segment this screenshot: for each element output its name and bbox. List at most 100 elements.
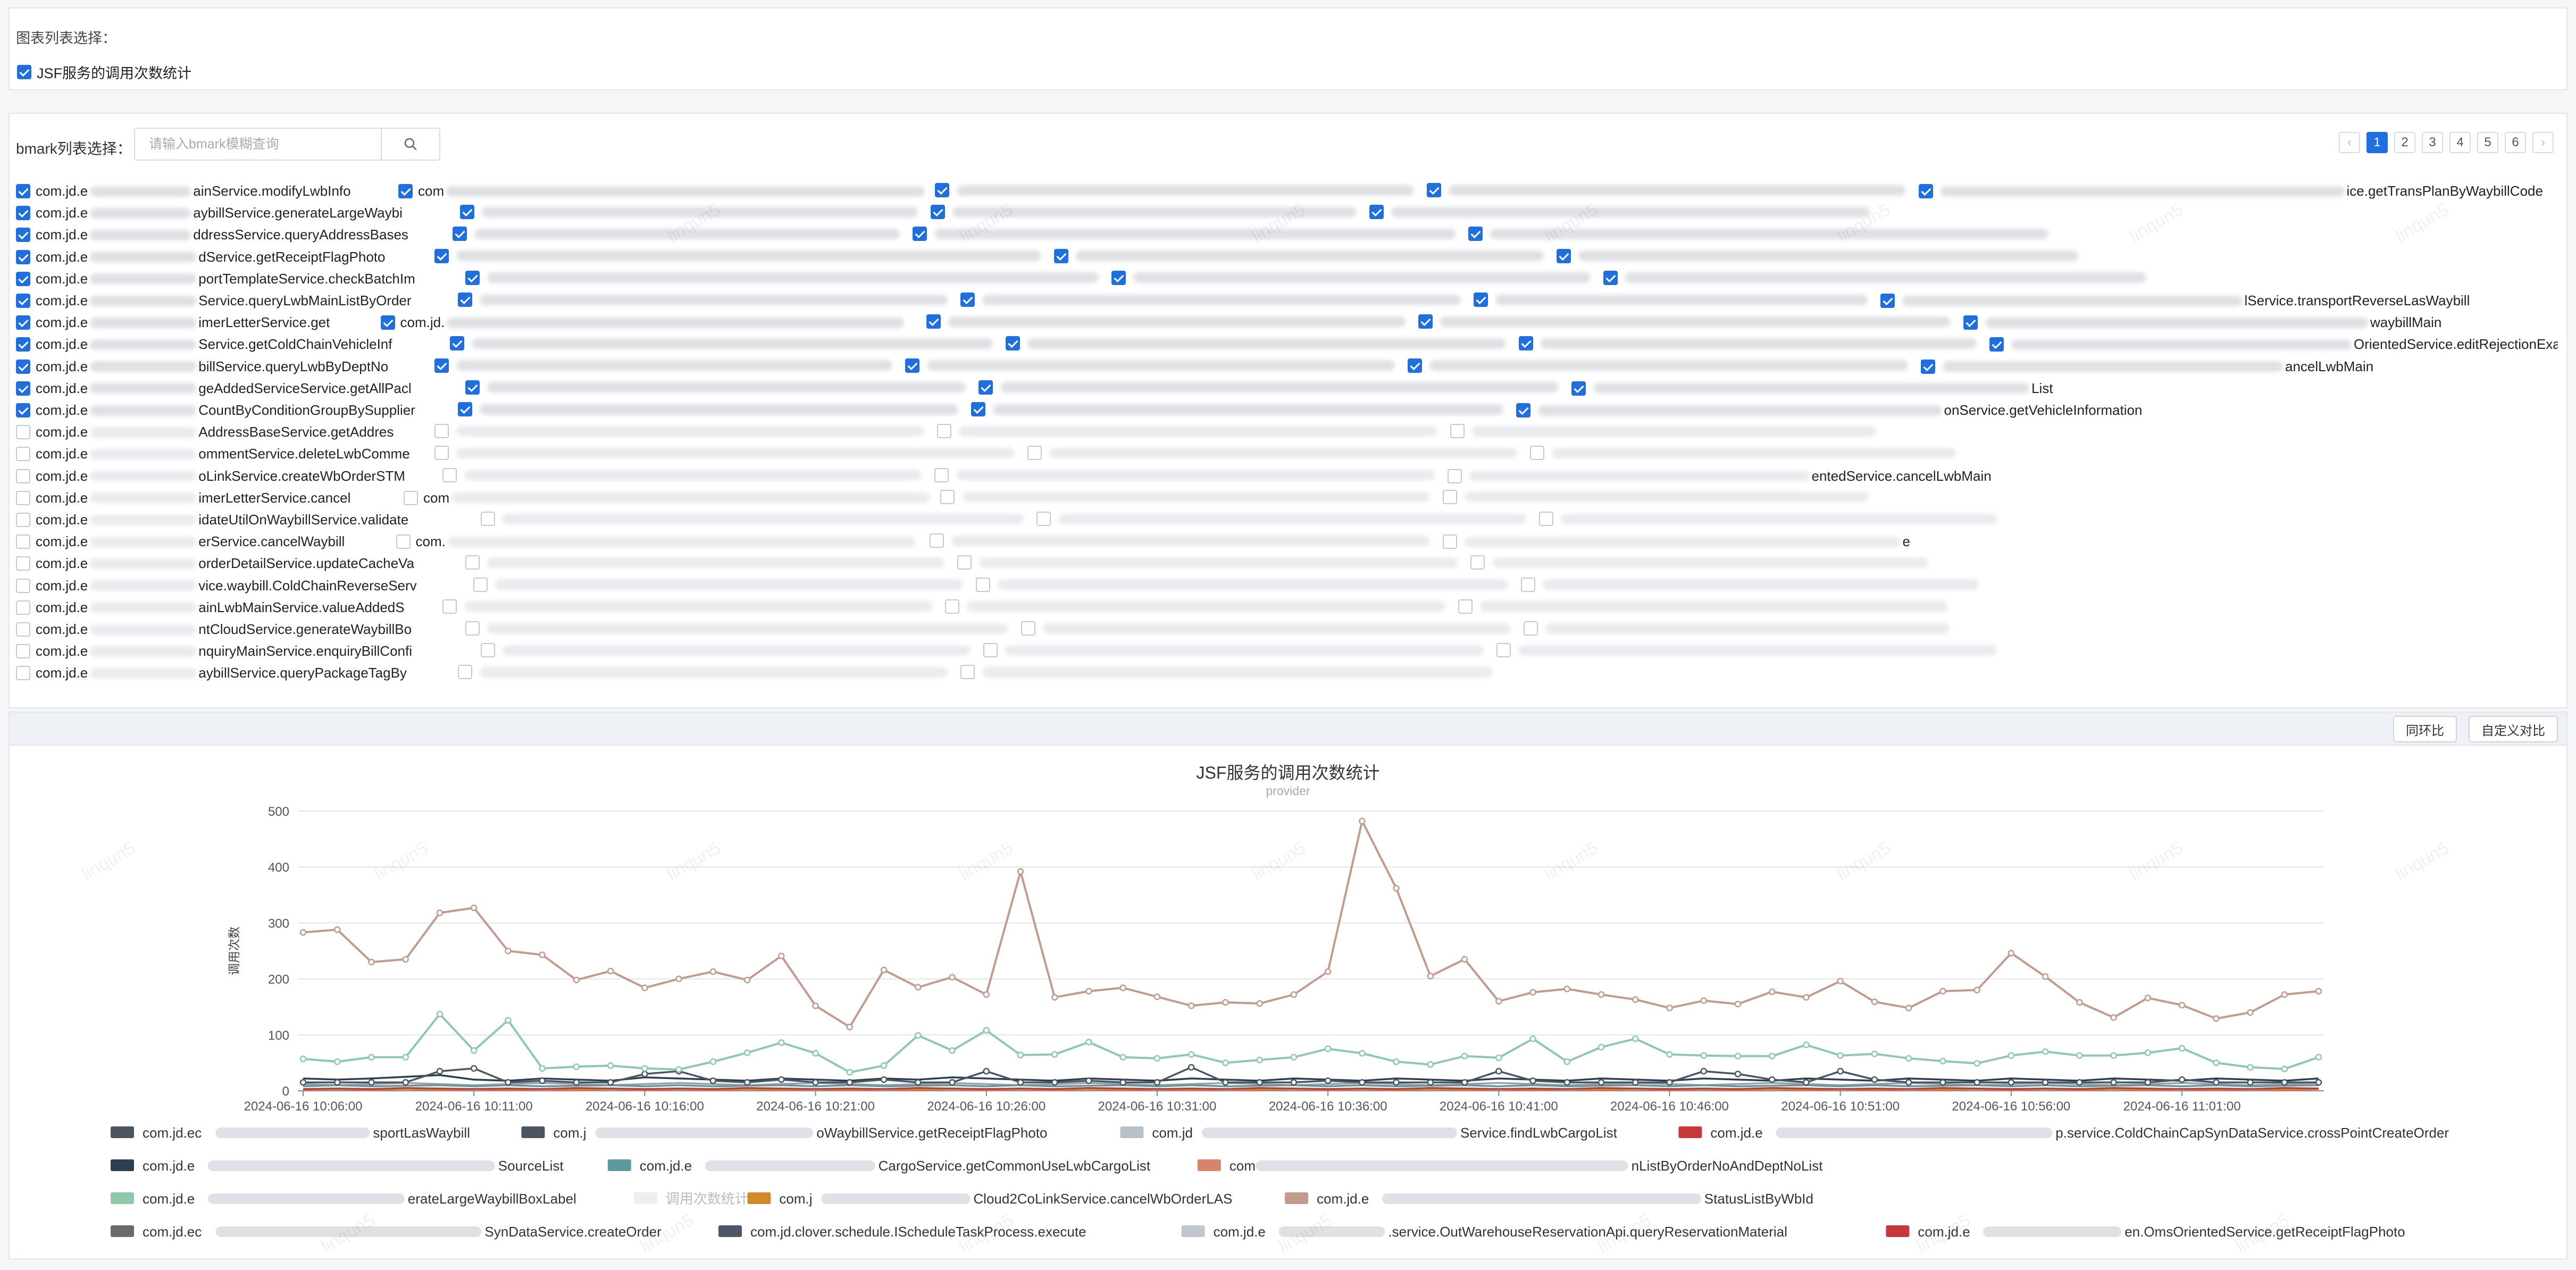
bmark-item[interactable] xyxy=(1524,621,1952,636)
checkbox-icon[interactable] xyxy=(16,271,30,286)
checkbox-icon[interactable] xyxy=(16,425,30,440)
checkbox-icon[interactable] xyxy=(1571,381,1586,396)
checkbox-icon[interactable] xyxy=(934,467,949,482)
checkbox-icon[interactable] xyxy=(1524,621,1538,636)
bmark-item[interactable] xyxy=(481,643,973,658)
checkbox-icon[interactable] xyxy=(16,447,30,462)
page-2[interactable]: 2 xyxy=(2394,132,2415,153)
bmark-item[interactable]: com.jd.e ddressService.queryAddressBases xyxy=(16,227,408,243)
bmark-item[interactable]: com.jd.e imerLetterService.get xyxy=(16,314,330,331)
chevron-right-icon[interactable]: › xyxy=(2532,132,2554,153)
bmark-item[interactable] xyxy=(1470,555,1930,570)
checkbox-icon[interactable] xyxy=(1880,294,1895,308)
bmark-item[interactable] xyxy=(457,293,950,307)
bmark-item[interactable] xyxy=(473,577,965,592)
bmark-item[interactable] xyxy=(1450,424,1878,439)
checkbox-icon[interactable] xyxy=(937,424,951,439)
checkbox-icon[interactable] xyxy=(16,184,30,198)
checkbox-icon[interactable] xyxy=(465,270,480,285)
bmark-item[interactable]: com.jd. xyxy=(380,314,907,331)
page-5[interactable]: 5 xyxy=(2477,132,2498,153)
checkbox-icon[interactable] xyxy=(481,643,495,658)
checkbox-icon[interactable] xyxy=(460,205,474,220)
checkbox-icon[interactable] xyxy=(16,337,30,352)
checkbox-icon[interactable] xyxy=(1520,577,1535,592)
bmark-item[interactable]: com.jd.e ommentService.deleteLwbComme xyxy=(16,446,410,462)
bmark-item[interactable]: waybillMain xyxy=(1963,314,2441,331)
bmark-item[interactable]: com.jd.e erService.cancelWaybill xyxy=(16,533,345,550)
bmark-item[interactable]: com.jd.e ainService.modifyLwbInfo xyxy=(16,183,351,199)
checkbox-icon[interactable] xyxy=(380,315,395,330)
checkbox-icon[interactable] xyxy=(905,358,919,373)
checkbox-icon[interactable] xyxy=(944,599,959,614)
checkbox-icon[interactable] xyxy=(396,534,411,549)
bmark-item[interactable]: com.jd.e geAddedServiceService.getAllPacl xyxy=(16,380,412,397)
checkbox-icon[interactable] xyxy=(1519,336,1533,351)
bmark-item[interactable]: onService.getVehicleInformation xyxy=(1516,402,2142,419)
bmark-item[interactable] xyxy=(957,555,1460,570)
bmark-item[interactable] xyxy=(971,402,1506,416)
checkbox-icon[interactable] xyxy=(481,512,495,526)
checkbox-icon[interactable] xyxy=(16,556,30,571)
bmark-item[interactable]: lService.transportReverseLasWaybill xyxy=(1880,293,2470,309)
bmark-item[interactable] xyxy=(434,358,894,373)
checkbox-icon[interactable] xyxy=(452,227,467,241)
checkbox-icon[interactable] xyxy=(1111,270,1126,285)
bmark-item[interactable]: com.jd.e CountByConditionGroupBySupplier xyxy=(16,402,415,419)
checkbox-icon[interactable] xyxy=(16,666,30,681)
checkbox-icon[interactable] xyxy=(16,294,30,308)
bmark-item[interactable] xyxy=(1006,336,1508,351)
checkbox-icon[interactable] xyxy=(1418,314,1433,329)
bmark-item[interactable]: com xyxy=(398,183,927,199)
checkbox-icon[interactable] xyxy=(1473,293,1488,307)
checkbox-icon[interactable] xyxy=(1496,643,1511,658)
bmark-item[interactable]: OrientedService.editRejectionExamine xyxy=(1989,336,2558,353)
bmark-item[interactable] xyxy=(1036,512,1528,526)
bmark-item[interactable] xyxy=(1530,446,1958,461)
checkbox-icon[interactable] xyxy=(457,293,472,307)
checkbox-icon[interactable] xyxy=(929,533,944,548)
checkbox-icon[interactable] xyxy=(16,249,30,264)
checkbox-icon[interactable] xyxy=(1468,227,1483,241)
checkbox-icon[interactable] xyxy=(16,534,30,549)
bmark-item[interactable]: com.jd.e imerLetterService.cancel xyxy=(16,490,350,506)
page-3[interactable]: 3 xyxy=(2422,132,2443,153)
bmark-item[interactable] xyxy=(1027,446,1519,461)
bmark-item[interactable] xyxy=(934,467,1437,482)
checkbox-icon[interactable] xyxy=(465,555,480,570)
checkbox-icon[interactable] xyxy=(1557,248,1571,263)
checkbox-icon[interactable] xyxy=(1408,358,1422,373)
bmark-item[interactable] xyxy=(975,577,1510,592)
bmark-item[interactable] xyxy=(1557,248,2080,263)
bmark-item[interactable] xyxy=(940,489,1432,504)
checkbox-icon[interactable] xyxy=(1021,621,1035,636)
checkbox-icon[interactable] xyxy=(473,577,488,592)
checkbox-icon[interactable] xyxy=(957,555,972,570)
checkbox-icon[interactable] xyxy=(16,403,30,417)
checkbox-icon[interactable] xyxy=(442,599,457,614)
bmark-item[interactable] xyxy=(442,599,934,614)
checkbox-icon[interactable] xyxy=(934,183,949,197)
bmark-item[interactable] xyxy=(960,665,1495,680)
bmark-item[interactable]: com.jd.e idateUtilOnWaybillService.valida… xyxy=(16,512,408,528)
bmark-item[interactable] xyxy=(457,402,960,416)
bmark-item[interactable] xyxy=(1539,512,1999,526)
checkbox-icon[interactable] xyxy=(16,206,30,221)
checkbox-icon[interactable] xyxy=(940,489,955,504)
bmark-item[interactable] xyxy=(1468,227,2051,241)
checkbox-icon[interactable] xyxy=(1458,599,1473,614)
checkbox-icon[interactable] xyxy=(434,446,449,461)
bmark-item[interactable] xyxy=(926,314,1408,329)
bmark-item[interactable] xyxy=(960,293,1463,307)
bmark-item[interactable] xyxy=(1520,577,1981,592)
bmark-item[interactable] xyxy=(944,599,1448,614)
bmark-item[interactable]: com.jd.e orderDetailService.updateCacheVa xyxy=(16,555,414,572)
bmark-item[interactable] xyxy=(450,336,995,351)
checkbox-icon[interactable] xyxy=(971,402,985,416)
search-button[interactable] xyxy=(381,129,439,160)
checkbox-icon[interactable] xyxy=(1963,315,1978,330)
checkbox-icon[interactable] xyxy=(16,513,30,527)
checkbox-icon[interactable] xyxy=(1426,183,1441,197)
bmark-item[interactable] xyxy=(934,183,1416,197)
checkbox-icon[interactable] xyxy=(434,358,449,373)
